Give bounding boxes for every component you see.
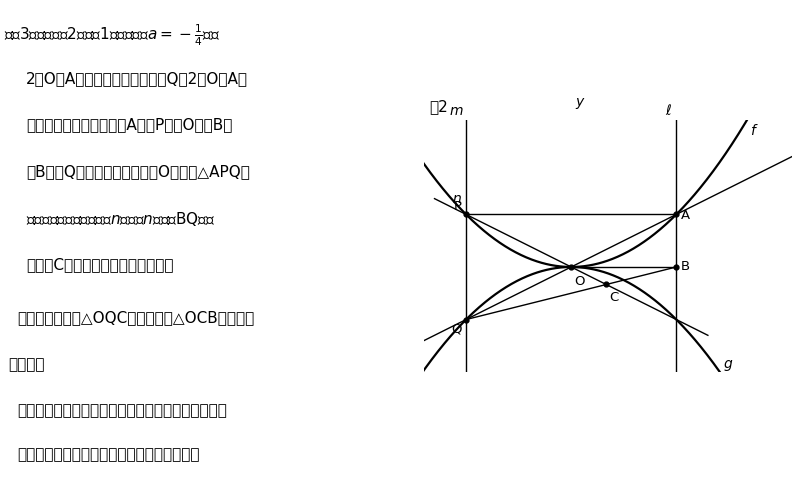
Text: B: B	[681, 259, 690, 272]
Text: O: O	[574, 275, 584, 288]
Text: $n$: $n$	[452, 192, 462, 205]
Text: 2点O，Aを通る直線を引き，点Qが2点O，Aを: 2点O，Aを通る直線を引き，点Qが2点O，Aを	[26, 71, 248, 86]
Text: Q: Q	[451, 322, 462, 335]
Text: $f$: $f$	[750, 123, 758, 138]
Text: A: A	[681, 208, 690, 222]
Text: 交点をCとした場合を表している。: 交点をCとした場合を表している。	[26, 256, 174, 271]
Text: $y$: $y$	[575, 96, 586, 111]
Text: $m$: $m$	[449, 104, 463, 118]
Text: 図2: 図2	[430, 99, 448, 114]
Text: 面積を２等分する直線を$n$，直線$n$と線分BQとの: 面積を２等分する直線を$n$，直線$n$と線分BQとの	[26, 210, 215, 228]
Text: 通る直線上にあり，　点Aと点P，点Oと点B，: 通る直線上にあり， 点Aと点P，点Oと点B，	[26, 117, 232, 132]
Text: $g$: $g$	[722, 357, 733, 372]
Text: ただし，答えだけでなく，答えを求める過程が: ただし，答えだけでなく，答えを求める過程が	[18, 403, 227, 418]
Text: 『問3』　右の図2は，図1において，$a=-\frac{1}{4}$で，: 『問3』 右の図2は，図1において，$a=-\frac{1}{4}$で，	[4, 22, 221, 47]
Text: 何倍か。: 何倍か。	[9, 356, 45, 371]
Text: $\ell$: $\ell$	[665, 103, 672, 118]
Text: 点Bと点Qをそれぞれ結び，点Oを通り△APQの: 点Bと点Qをそれぞれ結び，点Oを通り△APQの	[26, 163, 250, 179]
Text: P: P	[454, 200, 462, 212]
Text: C: C	[609, 290, 618, 303]
Text: このとき，△OQCの面積は，△OCBの面積の: このとき，△OQCの面積は，△OCBの面積の	[18, 310, 254, 325]
Text: 分かるように，途中の式や計算なども書け。: 分かるように，途中の式や計算なども書け。	[18, 447, 200, 462]
